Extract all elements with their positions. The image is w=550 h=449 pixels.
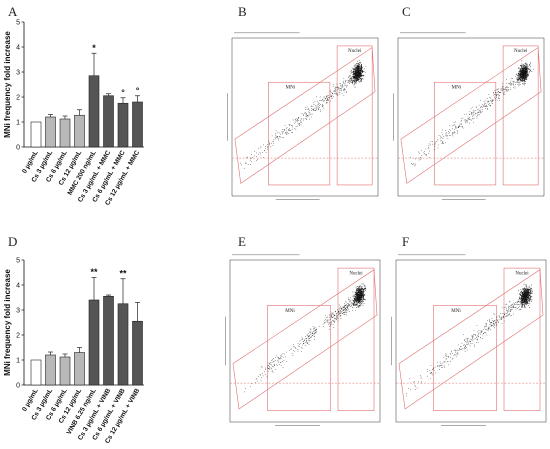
nuclei-gate	[337, 267, 375, 411]
y-axis-caption-line	[393, 93, 394, 141]
mni-gate	[267, 305, 331, 411]
panel-letter-f: F	[402, 234, 409, 249]
y-axis-caption-line	[391, 316, 392, 366]
mni-gate-label: MNi	[285, 309, 295, 314]
y-axis-caption-line	[225, 316, 226, 366]
bar	[132, 101, 143, 148]
y-axis-label: MNi frequency fold increase	[3, 31, 12, 138]
y-tick-label: 0	[16, 144, 20, 151]
y-tick-label: 4	[16, 282, 20, 289]
nuclei-gate	[503, 267, 541, 411]
y-tick-label: 1	[16, 357, 20, 364]
flow-panel-c: MNi Nuclei	[393, 32, 545, 200]
significance-marker: °	[136, 85, 140, 95]
gate-band	[400, 46, 542, 184]
gate-band	[398, 269, 544, 410]
bar	[117, 303, 129, 386]
y-tick-label: 4	[16, 44, 20, 51]
mni-gate	[434, 81, 497, 186]
scatter-points	[239, 60, 367, 169]
gate-band	[234, 46, 376, 184]
bar	[88, 75, 100, 148]
significance-marker: **	[119, 268, 127, 278]
panel-letter-d: D	[8, 234, 17, 249]
plot-header-line	[232, 254, 300, 256]
y-tick-label: 3	[16, 307, 20, 314]
flow-cytometry-panels: MNi Nuclei MNi Nuclei MNi Nuclei MNi Nuclei	[225, 32, 547, 426]
nuclei-gate	[502, 45, 539, 186]
y-tick-label: 0	[16, 382, 20, 389]
plot-header-line	[400, 32, 466, 34]
nuclei-gate-label: Nuclei	[348, 49, 362, 54]
bar	[117, 102, 129, 148]
y-tick-label: 2	[16, 332, 20, 339]
x-axis-caption-line	[275, 199, 320, 200]
bar	[59, 356, 71, 386]
plot-frame	[231, 37, 379, 197]
mni-gate-label: MNi	[452, 86, 462, 91]
mni-gate	[268, 81, 331, 186]
y-tick-label: 3	[16, 69, 20, 76]
x-axis-caption-line	[441, 199, 486, 200]
flow-panel-e: MNi Nuclei	[225, 254, 381, 426]
bar	[30, 121, 42, 148]
nuclei-gate	[336, 45, 373, 186]
y-tick-label: 2	[16, 94, 20, 101]
bar	[103, 95, 114, 148]
significance-marker: *	[92, 43, 96, 53]
plot-frame	[395, 259, 547, 423]
x-axis-caption-line	[275, 425, 320, 426]
scatter-points	[406, 283, 533, 397]
panel-letter-c: C	[402, 4, 411, 19]
nuclei-gate-label: Nuclei	[349, 272, 363, 277]
plot-header-line	[234, 32, 300, 34]
scatter-points	[244, 283, 367, 393]
bar	[59, 118, 71, 148]
bar	[74, 114, 85, 148]
bar	[132, 320, 143, 386]
y-tick-label: 5	[16, 257, 20, 264]
mni-gate-label: MNi	[451, 309, 461, 314]
scatter-points	[410, 60, 534, 167]
mni-gate	[433, 305, 497, 411]
bar	[45, 354, 56, 386]
nuclei-gate-label: Nuclei	[515, 272, 529, 277]
mni-gate-label: MNi	[286, 86, 296, 91]
panel-letter-a: A	[8, 4, 18, 19]
y-axis-caption-line	[227, 93, 228, 141]
gate-band	[232, 269, 378, 410]
nuclei-gate-label: Nuclei	[514, 49, 528, 54]
bar	[103, 295, 114, 386]
y-tick-label: 1	[16, 119, 20, 126]
plot-header-line	[398, 254, 466, 256]
panel-letter-b: B	[238, 4, 247, 19]
bar	[88, 299, 100, 386]
flow-panel-f: MNi Nuclei	[391, 254, 547, 426]
plot-frame	[397, 37, 545, 197]
panel-letters: A B C D E F	[8, 4, 411, 249]
plot-frame	[229, 259, 381, 423]
y-tick-label: 5	[16, 19, 20, 26]
flow-panel-b: MNi Nuclei	[227, 32, 379, 200]
bar	[74, 352, 85, 386]
x-axis-caption-line	[441, 425, 486, 426]
bar	[45, 116, 56, 148]
significance-marker: °	[121, 87, 125, 97]
panel-letter-e: E	[238, 234, 246, 249]
significance-marker: **	[90, 267, 98, 277]
y-axis-label: MNi frequency fold increase	[3, 269, 12, 376]
bar	[30, 359, 42, 386]
